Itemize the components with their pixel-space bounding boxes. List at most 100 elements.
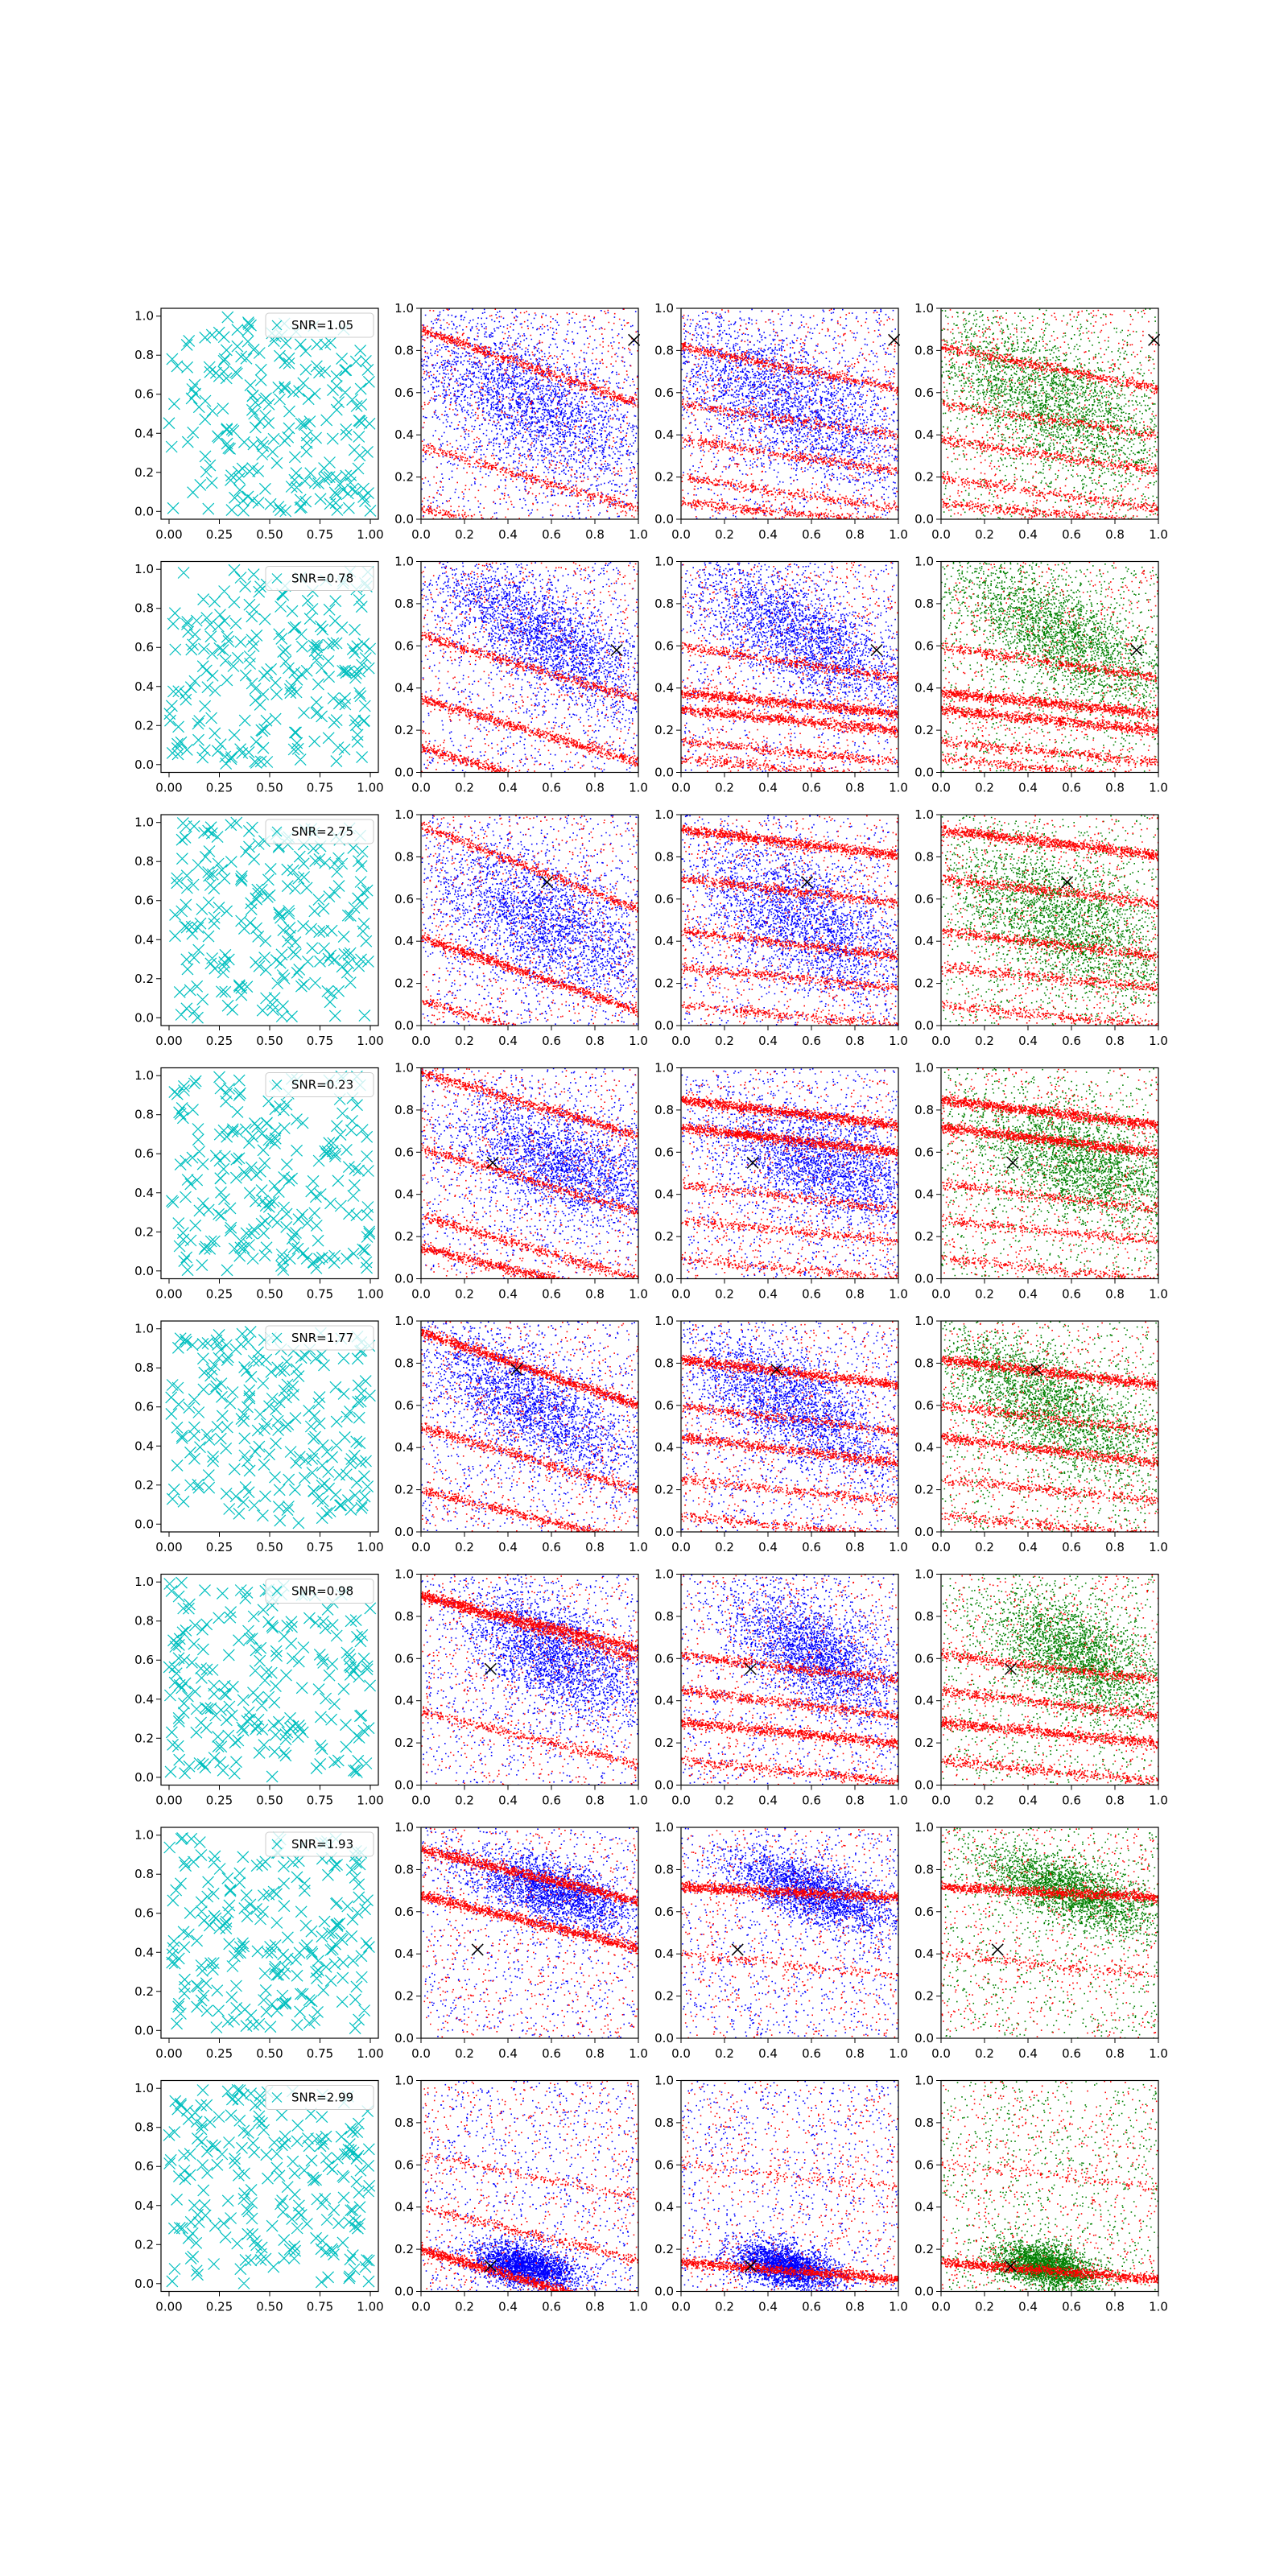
y-tick-label: 1.0 bbox=[654, 555, 674, 569]
legend: SNR=2.99 bbox=[266, 2086, 374, 2110]
y-tick-label: 0.4 bbox=[914, 2200, 934, 2215]
y-tick-label: 0.8 bbox=[394, 1356, 414, 1370]
x-tick-label: 0.0 bbox=[931, 2300, 951, 2314]
y-tick-label: 0.0 bbox=[134, 1010, 154, 1025]
x-tick-label: 0.6 bbox=[802, 1034, 821, 1048]
x-tick-label: 1.0 bbox=[889, 1287, 908, 1302]
y-tick-label: 0.4 bbox=[394, 1440, 414, 1455]
y-tick-label: 0.0 bbox=[914, 512, 934, 526]
x-tick-label: 0.6 bbox=[802, 527, 821, 542]
x-tick-label: 0.6 bbox=[1062, 781, 1081, 795]
y-tick-label: 0.8 bbox=[134, 1108, 154, 1122]
y-tick-label: 0.6 bbox=[394, 1398, 414, 1413]
y-tick-label: 0.8 bbox=[654, 2116, 674, 2130]
x-tick-label: 0.6 bbox=[542, 2300, 561, 2314]
y-tick-label: 0.4 bbox=[134, 1945, 154, 1959]
y-tick-label: 1.0 bbox=[394, 1061, 414, 1075]
x-tick-label: 0.25 bbox=[206, 2300, 233, 2314]
y-tick-label: 0.4 bbox=[654, 1946, 674, 1961]
y-tick-label: 0.2 bbox=[134, 1478, 154, 1492]
x-tick-label: 0.6 bbox=[1062, 1794, 1081, 1808]
x-tick-label: 0.0 bbox=[671, 1287, 691, 1302]
x-tick-label: 0.2 bbox=[455, 1287, 474, 1302]
x-tick-label: 0.6 bbox=[1062, 2300, 1081, 2314]
y-tick-label: 1.0 bbox=[654, 1314, 674, 1328]
x-tick-label: 1.0 bbox=[1149, 2300, 1168, 2314]
y-tick-label: 1.0 bbox=[914, 1567, 934, 1582]
x-tick-label: 0.0 bbox=[671, 781, 691, 795]
y-tick-label: 0.8 bbox=[134, 854, 154, 869]
y-tick-label: 0.6 bbox=[914, 1651, 934, 1666]
y-tick-label: 0.2 bbox=[134, 2237, 154, 2252]
y-tick-label: 1.0 bbox=[654, 301, 674, 316]
y-tick-label: 0.6 bbox=[654, 1145, 674, 1159]
y-tick-label: 0.8 bbox=[394, 2116, 414, 2130]
y-tick-label: 0.6 bbox=[654, 1651, 674, 1666]
y-tick-label: 0.4 bbox=[914, 1187, 934, 1202]
x-tick-label: 0.0 bbox=[411, 2046, 431, 2061]
legend-label: SNR=1.77 bbox=[291, 1331, 353, 1345]
x-tick-label: 1.0 bbox=[889, 781, 908, 795]
x-tick-label: 0.4 bbox=[498, 1794, 518, 1808]
y-tick-label: 0.8 bbox=[394, 849, 414, 864]
x-tick-label: 1.00 bbox=[357, 1540, 383, 1554]
x-tick-label: 0.25 bbox=[206, 781, 233, 795]
y-tick-label: 0.6 bbox=[134, 1400, 154, 1414]
y-tick-label: 0.2 bbox=[394, 1483, 414, 1497]
y-tick-label: 0.4 bbox=[914, 934, 934, 948]
x-tick-label: 0.8 bbox=[845, 1287, 865, 1302]
x-tick-label: 1.0 bbox=[629, 1287, 648, 1302]
x-tick-label: 0.4 bbox=[1018, 2046, 1038, 2061]
x-tick-label: 0.50 bbox=[256, 527, 283, 542]
y-tick-label: 0.4 bbox=[134, 1439, 154, 1453]
y-tick-label: 0.8 bbox=[394, 597, 414, 611]
y-tick-label: 0.0 bbox=[134, 1517, 154, 1531]
y-tick-label: 0.2 bbox=[654, 1483, 674, 1497]
x-tick-label: 0.8 bbox=[585, 1794, 605, 1808]
y-tick-label: 0.4 bbox=[134, 1186, 154, 1200]
y-tick-label: 0.2 bbox=[134, 1984, 154, 1999]
y-tick-label: 0.6 bbox=[394, 1905, 414, 1919]
y-tick-label: 0.4 bbox=[134, 932, 154, 947]
x-tick-label: 0.50 bbox=[256, 1540, 283, 1554]
legend: SNR=0.23 bbox=[266, 1073, 374, 1097]
x-tick-label: 0.2 bbox=[975, 527, 994, 542]
x-tick-label: 0.4 bbox=[758, 2300, 778, 2314]
x-tick-label: 0.0 bbox=[671, 527, 691, 542]
y-tick-label: 0.0 bbox=[914, 2285, 934, 2299]
x-tick-label: 0.00 bbox=[155, 1287, 182, 1302]
x-tick-label: 0.75 bbox=[307, 1540, 333, 1554]
x-tick-label: 0.25 bbox=[206, 527, 233, 542]
y-tick-label: 0.4 bbox=[394, 1946, 414, 1961]
y-tick-label: 0.2 bbox=[914, 976, 934, 991]
x-tick-label: 0.25 bbox=[206, 1287, 233, 1302]
x-tick-label: 1.0 bbox=[889, 1540, 908, 1554]
x-tick-label: 0.0 bbox=[931, 1287, 951, 1302]
y-tick-label: 0.8 bbox=[914, 1609, 934, 1624]
x-tick-label: 0.2 bbox=[455, 527, 474, 542]
y-tick-label: 0.2 bbox=[394, 1989, 414, 2004]
y-tick-label: 1.0 bbox=[134, 1575, 154, 1589]
x-tick-label: 0.4 bbox=[498, 2300, 518, 2314]
x-tick-label: 0.6 bbox=[802, 1287, 821, 1302]
y-tick-label: 0.0 bbox=[394, 1018, 414, 1033]
y-tick-label: 0.8 bbox=[654, 1103, 674, 1117]
x-tick-label: 0.50 bbox=[256, 1794, 283, 1808]
y-tick-label: 0.6 bbox=[394, 892, 414, 906]
x-tick-label: 0.8 bbox=[845, 527, 865, 542]
x-tick-label: 1.0 bbox=[889, 1034, 908, 1048]
x-tick-label: 0.0 bbox=[411, 1287, 431, 1302]
x-tick-label: 0.6 bbox=[1062, 1034, 1081, 1048]
x-tick-label: 0.0 bbox=[671, 1540, 691, 1554]
x-tick-label: 0.0 bbox=[411, 527, 431, 542]
y-tick-label: 0.8 bbox=[134, 1360, 154, 1375]
x-tick-label: 0.4 bbox=[1018, 527, 1038, 542]
y-tick-label: 1.0 bbox=[654, 1567, 674, 1582]
x-tick-label: 1.0 bbox=[889, 527, 908, 542]
x-tick-label: 0.8 bbox=[1105, 1794, 1125, 1808]
y-tick-label: 0.0 bbox=[654, 2285, 674, 2299]
y-tick-label: 0.6 bbox=[394, 386, 414, 400]
y-tick-label: 1.0 bbox=[134, 1322, 154, 1336]
y-tick-label: 0.0 bbox=[134, 2023, 154, 2037]
x-tick-label: 1.00 bbox=[357, 2046, 383, 2061]
